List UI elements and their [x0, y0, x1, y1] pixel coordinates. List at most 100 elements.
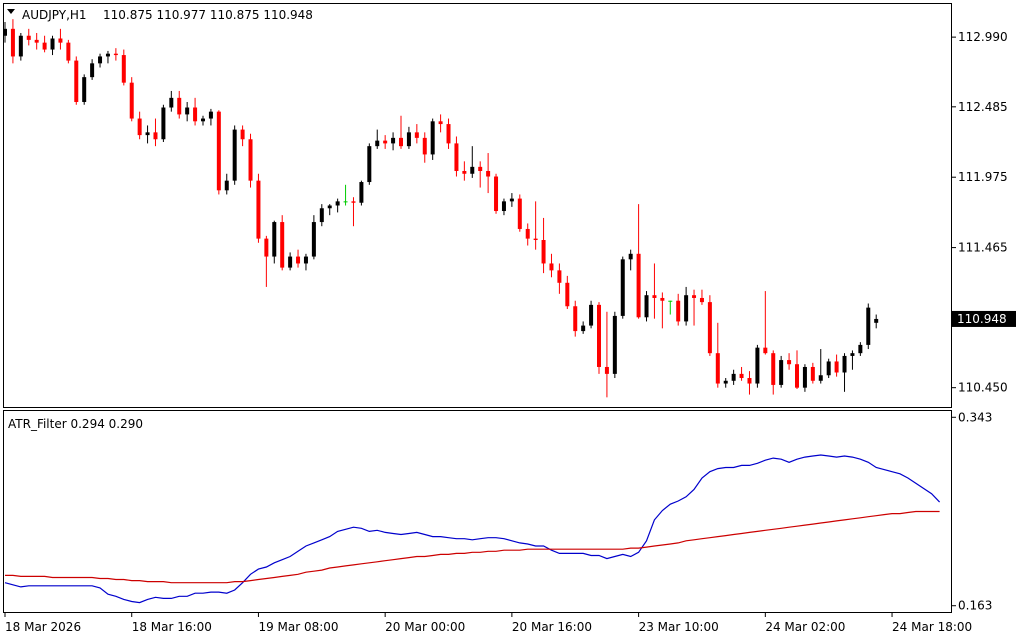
candle-body [486, 170, 491, 177]
candle [98, 53, 103, 68]
candle [739, 366, 744, 381]
candle [494, 173, 499, 214]
candle-body [343, 201, 348, 203]
candle [676, 293, 681, 326]
candle-body [612, 315, 617, 374]
candle-body [288, 256, 293, 268]
candle-body [699, 297, 704, 303]
candle-body [137, 118, 142, 136]
candle [620, 256, 625, 319]
candle [264, 235, 269, 287]
candle-body [470, 166, 475, 174]
price-axis: 112.990 112.485 111.975 111.465 110.450 [952, 30, 1008, 395]
candle [478, 161, 483, 188]
candle [850, 350, 855, 370]
candle [874, 314, 879, 329]
candle [462, 161, 467, 181]
candle [692, 289, 697, 326]
candle [470, 146, 475, 178]
candle-body [18, 35, 23, 57]
candle-body [399, 137, 403, 147]
indicator-lines [4, 454, 941, 604]
candle [26, 28, 31, 46]
candle-body [414, 132, 419, 138]
candle-body [42, 42, 47, 50]
indicator-tick-label: 0.343 [958, 410, 992, 424]
candle [763, 291, 768, 355]
candle [533, 201, 538, 250]
candle [430, 118, 435, 160]
candle-body [802, 366, 807, 388]
candle [715, 322, 720, 388]
candle [201, 115, 205, 126]
candle-body [74, 60, 79, 102]
time-tick-label: 20 Mar 00:00 [385, 620, 465, 634]
current-price-marker: 110.948 [952, 310, 1016, 327]
candle [731, 369, 736, 385]
candle-body [810, 366, 815, 381]
candle-body [795, 364, 799, 388]
candle-body [501, 201, 506, 212]
candle [327, 204, 332, 216]
candle-body [850, 353, 855, 356]
candle [438, 114, 443, 133]
candle [866, 303, 871, 350]
candle [256, 173, 261, 243]
candle [517, 194, 522, 232]
indicator-panel-frame [3, 410, 952, 613]
candle-body [446, 124, 451, 144]
candle-body [478, 166, 483, 171]
candle-body [517, 198, 522, 229]
candle [723, 378, 728, 388]
time-tick-label: 19 Mar 08:00 [258, 620, 338, 634]
candle-body [573, 306, 578, 332]
candle [525, 223, 530, 246]
candle [541, 217, 546, 274]
symbol-label: AUDJPY,H1 [22, 8, 87, 22]
candle [216, 110, 221, 195]
candle-body [589, 304, 594, 326]
candle [414, 124, 419, 144]
price-tick-label: 111.975 [958, 170, 1008, 184]
candle [105, 50, 110, 64]
candle-body [145, 132, 150, 136]
candle [161, 104, 166, 143]
candle [810, 362, 815, 384]
candle [42, 35, 47, 53]
candle [50, 35, 55, 56]
ohlc-readout: 110.875 110.977 110.875 110.948 [103, 8, 313, 22]
indicator-axis: 0.343 0.163 [952, 410, 992, 613]
candle [628, 249, 633, 271]
time-tick-label: 23 Mar 10:00 [639, 620, 719, 634]
candle [771, 350, 776, 395]
candle [422, 132, 427, 163]
candle-body [438, 121, 443, 125]
candle [699, 289, 704, 305]
candle [383, 135, 388, 149]
candle [343, 184, 348, 206]
candle [391, 132, 396, 151]
candle [224, 173, 229, 195]
candle [58, 28, 63, 50]
candle [684, 286, 689, 326]
candle-body [383, 140, 388, 144]
symbol-menu-triangle-icon[interactable] [7, 9, 15, 14]
candle-body [153, 132, 158, 140]
candle-body [26, 35, 31, 40]
candle [121, 49, 126, 86]
time-tick-label: 20 Mar 16:00 [512, 620, 592, 634]
candle-body [375, 140, 380, 147]
candle-body [422, 137, 427, 155]
candle-body [509, 198, 514, 202]
candle [787, 353, 792, 370]
time-tick-label: 24 Mar 18:00 [892, 620, 972, 634]
candle [169, 90, 174, 112]
candle [597, 302, 601, 374]
atr-line [4, 454, 941, 604]
candle-body [351, 201, 356, 203]
atr-signal-line [5, 510, 940, 584]
candle-body [391, 137, 396, 144]
candle-body [842, 355, 847, 373]
candle [288, 252, 293, 271]
candle-body [763, 347, 768, 354]
